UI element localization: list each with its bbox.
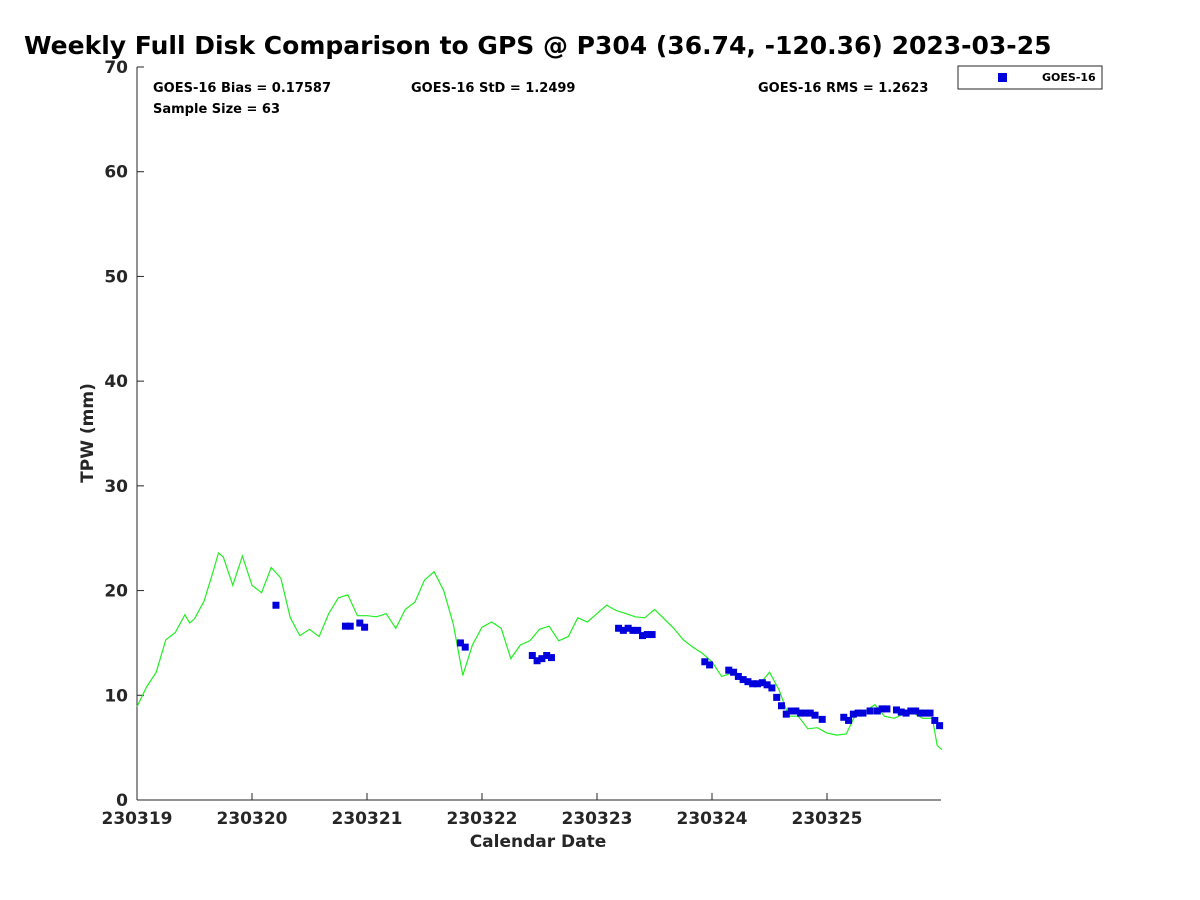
goes-data-point <box>739 676 747 684</box>
goes-data-point <box>883 705 891 713</box>
plot-frame <box>136 67 941 801</box>
goes-data-point <box>931 716 939 724</box>
goes-data-point <box>533 657 541 665</box>
goes-data-point <box>787 707 795 715</box>
goes-data-point <box>754 680 762 688</box>
goes-data-point <box>361 623 369 631</box>
goes-data-point <box>749 680 757 688</box>
x-ticks: 230319 230320 230321 230322 230323 230324 2303… <box>102 793 863 829</box>
x-tick-label: 230322 <box>447 809 518 829</box>
goes-data-point <box>777 702 785 710</box>
goes-data-point <box>811 711 819 719</box>
goes-series <box>272 601 944 730</box>
goes-data-point <box>873 707 881 715</box>
goes-data-point <box>643 631 651 639</box>
goes-data-point <box>818 715 826 723</box>
y-ticks: 0 10 20 30 40 50 60 70 <box>104 58 144 811</box>
goes-data-point <box>921 709 929 717</box>
legend-box <box>957 65 1103 90</box>
goes-data-point <box>849 710 857 718</box>
goes-data-point <box>744 678 752 686</box>
goes-data-point <box>648 631 656 639</box>
goes-data-point <box>701 658 709 666</box>
sample-size-annotation: Sample Size = 63 <box>153 102 280 117</box>
y-tick-label: 50 <box>104 267 128 287</box>
y-tick-label: 40 <box>104 372 128 392</box>
y-tick-label: 10 <box>104 686 128 706</box>
goes-data-point <box>543 651 551 659</box>
x-axis-label: Calendar Date <box>470 832 607 852</box>
goes-data-point <box>734 672 742 680</box>
gps-line <box>136 551 943 751</box>
y-tick-label: 20 <box>104 582 128 602</box>
y-tick-label: 70 <box>104 58 128 78</box>
goes-data-point <box>912 707 920 715</box>
goes-data-point <box>730 668 738 676</box>
y-tick-label: 30 <box>104 477 128 497</box>
chart-title: Weekly Full Disk Comparison to GPS @ P30… <box>24 31 1051 60</box>
goes-data-point <box>926 709 934 717</box>
x-tick-label: 230319 <box>102 809 173 829</box>
goes-data-point <box>854 709 862 717</box>
goes-data-point <box>763 681 771 689</box>
x-tick-label: 230325 <box>792 809 863 829</box>
goes-data-point <box>892 706 900 714</box>
goes-data-point <box>272 601 280 609</box>
legend-marker <box>998 73 1007 82</box>
goes-data-point <box>859 709 867 717</box>
goes-data-point <box>538 655 546 663</box>
goes-data-point <box>356 619 364 627</box>
goes-data-point <box>547 654 555 662</box>
goes-data-point <box>773 693 781 701</box>
x-tick-label: 230323 <box>562 809 633 829</box>
goes-data-point <box>916 709 924 717</box>
y-axis-label: TPW (mm) <box>78 383 98 483</box>
goes-data-point <box>782 710 790 718</box>
goes-data-point <box>624 624 632 632</box>
goes-data-point <box>341 622 349 630</box>
bias-annotation: GOES-16 Bias = 0.17587 <box>153 81 331 96</box>
goes-data-point <box>634 626 642 634</box>
goes-data-point <box>797 709 805 717</box>
goes-data-point <box>902 709 910 717</box>
goes-data-point <box>528 651 536 659</box>
goes-data-point <box>845 716 853 724</box>
goes-data-point <box>866 707 874 715</box>
goes-data-point <box>706 661 714 669</box>
y-tick-label: 60 <box>104 163 128 183</box>
goes-data-point <box>461 643 469 651</box>
goes-data-point <box>639 632 647 640</box>
goes-data-point <box>629 626 637 634</box>
x-tick-label: 230324 <box>677 809 748 829</box>
goes-data-point <box>878 705 886 713</box>
goes-data-point <box>801 709 809 717</box>
goes-data-point <box>907 707 915 715</box>
goes-data-point <box>936 722 944 730</box>
goes-data-point <box>897 708 905 716</box>
x-tick-label: 230320 <box>217 809 288 829</box>
goes-data-point <box>346 622 354 630</box>
x-tick-label: 230321 <box>332 809 403 829</box>
goes-data-point <box>725 666 733 674</box>
goes-data-point <box>615 624 623 632</box>
gps-series <box>136 551 943 751</box>
std-annotation: GOES-16 StD = 1.2499 <box>411 81 575 96</box>
goes-data-point <box>456 639 464 647</box>
legend-label: GOES-16 <box>1042 71 1096 84</box>
goes-data-point <box>619 626 627 634</box>
rms-annotation: GOES-16 RMS = 1.2623 <box>758 81 928 96</box>
goes-data-point <box>758 679 766 687</box>
goes-data-point <box>792 707 800 715</box>
legend: GOES-16 <box>957 65 1103 90</box>
goes-data-point <box>806 709 814 717</box>
goes-data-point <box>768 684 776 692</box>
y-tick-label: 0 <box>116 791 128 811</box>
goes-data-point <box>840 713 848 721</box>
